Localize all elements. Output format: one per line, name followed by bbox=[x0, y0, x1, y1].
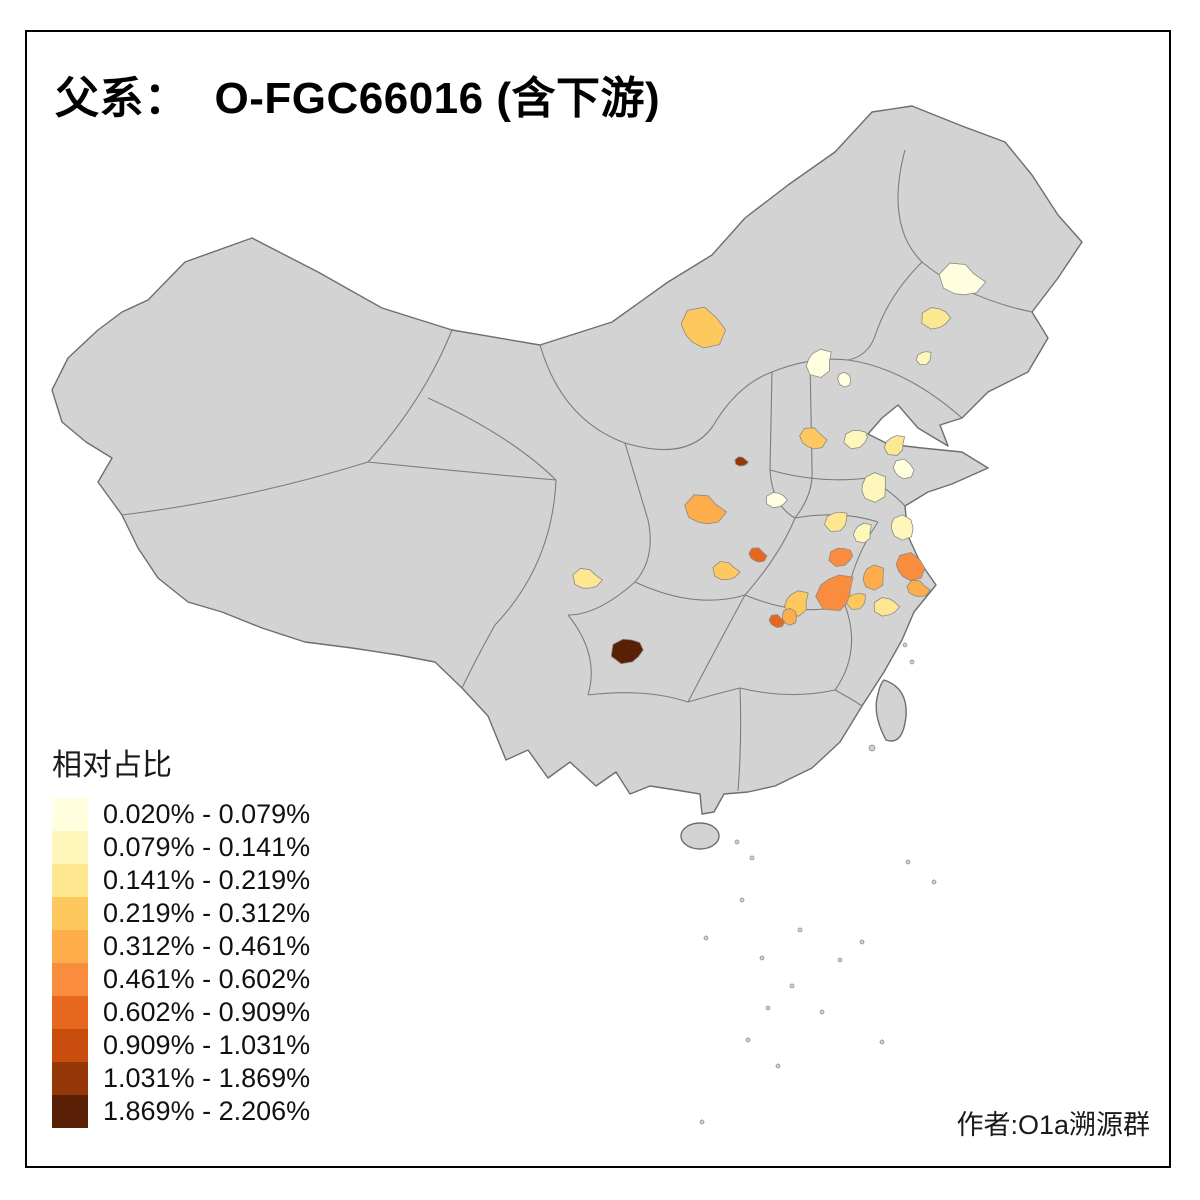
title-main: O-FGC66016 (含下游) bbox=[214, 74, 661, 123]
map-region bbox=[938, 262, 987, 296]
legend-entry: 0.909% - 1.031% bbox=[52, 1029, 310, 1062]
legend-range-label: 0.079% - 0.141% bbox=[103, 832, 311, 862]
legend-swatch bbox=[52, 1029, 88, 1062]
map-region bbox=[734, 456, 750, 467]
legend-swatch bbox=[52, 963, 88, 996]
legend-entry: 1.869% - 2.206% bbox=[52, 1095, 310, 1128]
legend-entry: 0.219% - 0.312% bbox=[52, 897, 310, 930]
map-region bbox=[748, 547, 768, 563]
taiwan-island bbox=[875, 679, 907, 742]
legend: 相对占比 0.020% - 0.079% 0.079% - 0.141% 0.141… bbox=[52, 740, 310, 1128]
legend-swatch bbox=[52, 897, 88, 930]
legend-entry: 0.602% - 0.909% bbox=[52, 996, 310, 1029]
legend-range-label: 0.602% - 0.909% bbox=[103, 997, 311, 1027]
page-title: 父系： O-FGC66016 (含下游) bbox=[55, 62, 660, 126]
legend-range-label: 0.219% - 0.312% bbox=[103, 898, 311, 928]
map-region bbox=[712, 560, 741, 581]
map-region bbox=[684, 494, 728, 525]
legend-swatch bbox=[52, 1062, 88, 1095]
map-region bbox=[852, 522, 872, 544]
legend-swatch bbox=[52, 930, 88, 963]
map-region bbox=[766, 491, 788, 509]
map-region bbox=[843, 429, 868, 450]
legend-range-label: 0.909% - 1.031% bbox=[103, 1030, 311, 1060]
map-region bbox=[921, 307, 952, 330]
map-region bbox=[890, 514, 914, 541]
map-region bbox=[892, 458, 915, 480]
map-region bbox=[781, 607, 797, 626]
map-regions-layer bbox=[572, 262, 987, 665]
sea-islets bbox=[699, 642, 937, 1125]
map-region bbox=[824, 511, 848, 532]
legend-range-label: 1.869% - 2.206% bbox=[103, 1096, 311, 1126]
map-region bbox=[805, 348, 832, 378]
legend-entry: 0.141% - 0.219% bbox=[52, 864, 310, 897]
author-credit: 作者:O1a溯源群 bbox=[956, 1110, 1150, 1140]
map-region bbox=[799, 427, 828, 450]
map-region bbox=[680, 306, 727, 349]
legend-entry: 0.461% - 0.602% bbox=[52, 963, 310, 996]
map-region bbox=[828, 547, 854, 568]
legend-entry: 0.312% - 0.461% bbox=[52, 930, 310, 963]
legend-range-label: 0.141% - 0.219% bbox=[103, 865, 311, 895]
legend-swatch bbox=[52, 864, 88, 897]
legend-entries: 0.020% - 0.079% 0.079% - 0.141% 0.141% - 0… bbox=[52, 798, 310, 1128]
title-prefix: 父系： bbox=[55, 74, 189, 123]
map-region bbox=[846, 593, 866, 610]
map-region bbox=[572, 567, 604, 589]
map-region bbox=[861, 472, 886, 503]
legend-entry: 1.031% - 1.869% bbox=[52, 1062, 310, 1095]
legend-range-label: 0.312% - 0.461% bbox=[103, 931, 311, 961]
map-region bbox=[768, 614, 786, 628]
legend-title: 相对占比 bbox=[52, 749, 172, 782]
map-region bbox=[883, 435, 906, 456]
map-region bbox=[815, 574, 854, 611]
map-region bbox=[610, 638, 644, 665]
map-region bbox=[915, 351, 932, 366]
legend-swatch bbox=[52, 831, 88, 864]
legend-entry: 0.020% - 0.079% bbox=[52, 798, 310, 831]
legend-range-label: 0.461% - 0.602% bbox=[103, 964, 311, 994]
legend-swatch bbox=[52, 1095, 88, 1128]
legend-swatch bbox=[52, 996, 88, 1029]
legend-swatch bbox=[52, 798, 88, 831]
map-region bbox=[906, 579, 931, 598]
map-region bbox=[873, 597, 901, 617]
legend-range-label: 0.020% - 0.079% bbox=[103, 799, 311, 829]
legend-range-label: 1.031% - 1.869% bbox=[103, 1063, 311, 1093]
hainan-island bbox=[680, 822, 720, 850]
map-region bbox=[862, 564, 884, 591]
china-mainland bbox=[51, 105, 1083, 815]
map-region bbox=[895, 552, 926, 582]
map-region bbox=[837, 371, 852, 388]
legend-entry: 0.079% - 0.141% bbox=[52, 831, 310, 864]
